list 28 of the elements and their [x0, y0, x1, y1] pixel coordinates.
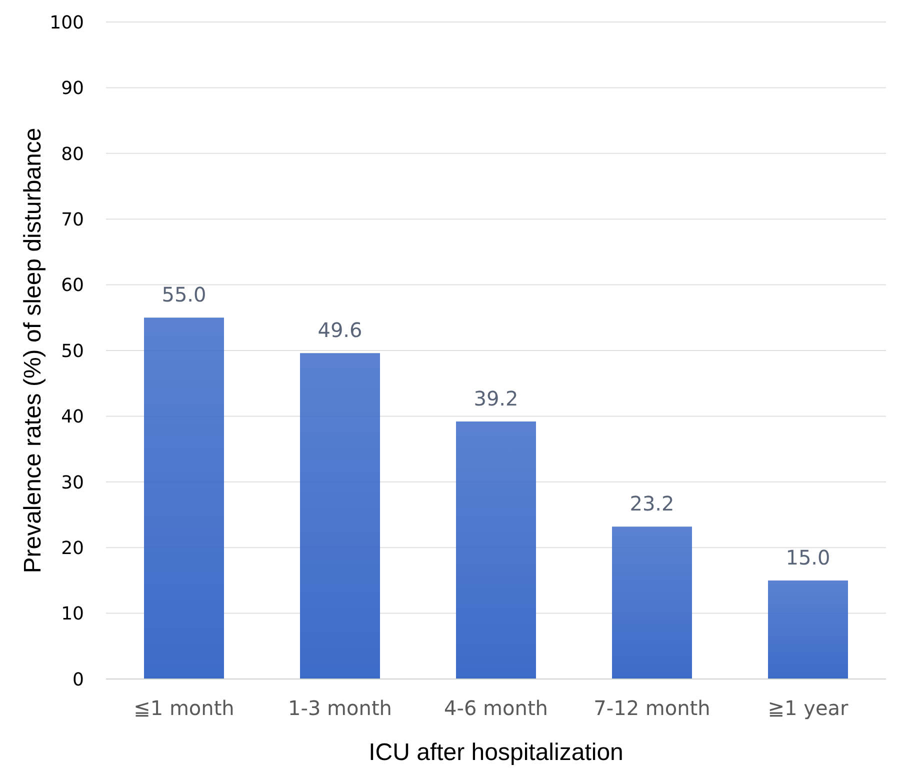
y-tick-label: 90 — [61, 78, 84, 100]
bar — [612, 526, 692, 679]
y-tick-label: 0 — [72, 669, 84, 690]
data-label: 49.6 — [318, 318, 362, 342]
x-tick-label: 1-3 month — [288, 696, 392, 720]
x-axis-title: ICU after hospitalization — [368, 739, 624, 766]
y-tick-label: 100 — [50, 12, 84, 34]
x-tick-label: 7-12 month — [594, 696, 710, 720]
data-label: 39.2 — [474, 386, 518, 410]
y-tick-label: 30 — [61, 472, 84, 494]
y-tick-label: 10 — [61, 604, 84, 625]
y-tick-label: 70 — [61, 209, 84, 230]
x-tick-label: ≧1 year — [768, 696, 849, 720]
x-tick-label: ≦1 month — [134, 696, 234, 720]
data-label: 23.2 — [630, 492, 674, 516]
y-tick-label: 60 — [61, 275, 84, 296]
y-tick-label: 80 — [61, 144, 84, 165]
bar — [768, 580, 848, 679]
bar — [144, 318, 224, 679]
bar — [456, 421, 536, 679]
y-axis-title: Prevalence rates (%) of sleep disturbance — [20, 128, 47, 574]
y-tick-label: 20 — [61, 538, 84, 559]
data-label: 15.0 — [786, 545, 830, 570]
y-tick-label: 50 — [61, 340, 84, 362]
y-tick-label: 40 — [61, 406, 84, 428]
x-tick-label: 4-6 month — [444, 696, 548, 720]
bar — [300, 353, 380, 679]
data-label: 55.0 — [162, 282, 206, 307]
